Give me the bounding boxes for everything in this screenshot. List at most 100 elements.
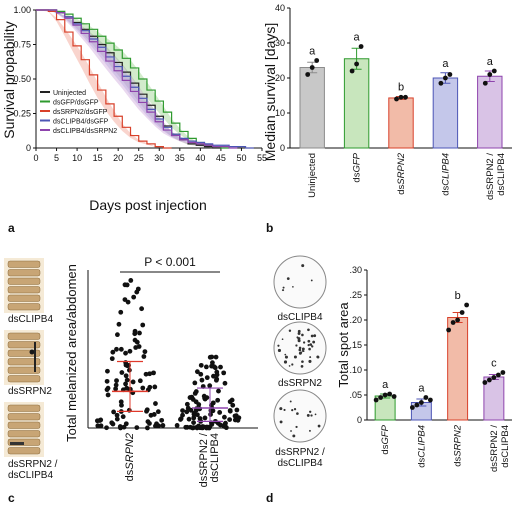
panel-c-pvalue: P < 0.001 (144, 255, 196, 269)
panel-c-data-point (218, 364, 223, 370)
panel-a-ylabel: Survival propability (1, 21, 17, 139)
panel-d-category-label-line2: dsCLIPB4 (500, 425, 511, 468)
panel-c-data-point (198, 371, 204, 377)
panel-letter-b: b (266, 221, 273, 235)
panel-c-data-point (123, 421, 129, 427)
panel-a-x-tick-label: 40 (195, 153, 205, 163)
panel-d-data-point (459, 310, 465, 315)
melanized-spot (10, 442, 24, 445)
panel-d-bar-2 (447, 317, 469, 421)
panel-a-survival-chart: 0 5 10 15 20 25 30 35 40 45 50 55 0 0.25 0.50 0.75 1.00 U… (13, 5, 267, 163)
panel-b-data-point (354, 61, 359, 67)
filter-spot (291, 363, 294, 366)
panel-b-data-point (314, 58, 320, 63)
panel-d-category-label: dsGFP (380, 424, 391, 454)
filter-spot (279, 407, 283, 411)
panel-b-significance-letter: a (442, 58, 449, 70)
filter-spot (317, 424, 321, 428)
filter-spot (284, 353, 287, 356)
panel-d-y-tick-label: 0 (357, 415, 362, 425)
abdomen-segment (7, 413, 41, 421)
panel-b-y-tick-label: 20 (275, 73, 285, 83)
abdomen-segment (7, 341, 41, 349)
panel-b-data-point (438, 80, 444, 86)
panel-b-data-point (358, 44, 364, 49)
panel-c-data-point (148, 412, 154, 418)
panel-a-xlabel: Days post injection (89, 197, 207, 213)
filter-spot (293, 355, 297, 359)
filter-spot (310, 279, 313, 282)
panel-c-data-point (118, 309, 124, 315)
filter-paper-image (273, 389, 327, 443)
panel-c-data-point (208, 408, 214, 413)
panel-c-data-point (98, 423, 104, 429)
panel-c-data-point (131, 294, 137, 300)
filter-spot (283, 408, 286, 412)
panel-b-y-tick-label: 40 (275, 3, 285, 13)
filter-spot (308, 347, 311, 351)
panel-c-data-point (104, 425, 109, 431)
panel-d-category-label: dsCLIPB4 (416, 425, 427, 468)
panel-d-data-point (409, 405, 415, 410)
panel-c-data-point (127, 348, 133, 354)
panel-c-data-point (191, 425, 196, 431)
panel-d-data-point (450, 320, 456, 325)
abdomen-segment (7, 366, 41, 374)
filter-paper-image (273, 255, 327, 309)
filter-spot (308, 359, 312, 363)
filter-spot (277, 348, 282, 353)
panel-a-legend-label: dsGFP/dsGFP (53, 100, 99, 107)
filter-spot (277, 344, 280, 347)
panel-c-data-point (160, 423, 166, 428)
panel-c-data-point (204, 425, 210, 431)
filter-spot (301, 347, 305, 351)
panel-c-data-point (151, 370, 156, 376)
panel-c-data-point (217, 410, 223, 415)
panel-c-data-point (183, 424, 189, 430)
panel-c-data-point (141, 354, 147, 359)
panel-c-data-point (222, 380, 228, 386)
abdomen-segment (7, 358, 41, 366)
panel-a-y-tick-label: 0 (26, 143, 31, 153)
panel-c-data-point (104, 378, 110, 384)
panel-b-y-tick-label: 10 (275, 108, 285, 118)
abdomen-segment (7, 260, 41, 268)
panel-a-x-tick-label: 25 (134, 153, 144, 163)
panel-a-x-tick-label: 50 (236, 153, 246, 163)
abdomen-segment (7, 277, 41, 285)
panel-d-data-point (414, 402, 420, 408)
panel-a-y-tick-label: 0.50 (13, 74, 31, 84)
panel-c-data-point (211, 364, 217, 369)
panel-b-data-point (305, 72, 311, 77)
panel-c-data-point (227, 417, 233, 423)
panel-c-data-point (145, 425, 150, 431)
panel-c-data-point (119, 402, 124, 408)
filter-spot (281, 338, 284, 341)
panel-b-significance-letter: a (487, 56, 494, 68)
panel-a-x-tick-label: 10 (72, 153, 82, 163)
panel-c-data-point (119, 370, 125, 375)
image-label: dsSRPN2 / (275, 447, 325, 458)
panel-c-data-point (234, 407, 240, 413)
panel-c-data-point (128, 278, 134, 283)
panel-c-data-point (110, 349, 116, 355)
panel-d-data-point (387, 391, 393, 397)
panel-b-significance-letter: a (309, 46, 316, 58)
filter-spot (281, 289, 285, 292)
filter-spot (284, 355, 288, 359)
panel-d-data-point (495, 372, 501, 378)
panel-letter-c: c (8, 491, 15, 505)
panel-d-data-point (482, 380, 488, 385)
abdomen-segment (7, 269, 41, 277)
panel-letter-d: d (266, 491, 273, 505)
panel-c-data-point (227, 408, 233, 413)
filter-spot (301, 333, 304, 337)
filter-spot (282, 286, 285, 289)
panel-a-x-tick-label: 5 (54, 153, 59, 163)
panel-a-x-tick-label: 0 (33, 153, 38, 163)
image-label: dsSRPN2 (278, 378, 322, 389)
panel-b-significance-letter: b (398, 82, 404, 94)
abdomen-segment (7, 286, 41, 294)
panel-c-data-point (202, 415, 208, 421)
